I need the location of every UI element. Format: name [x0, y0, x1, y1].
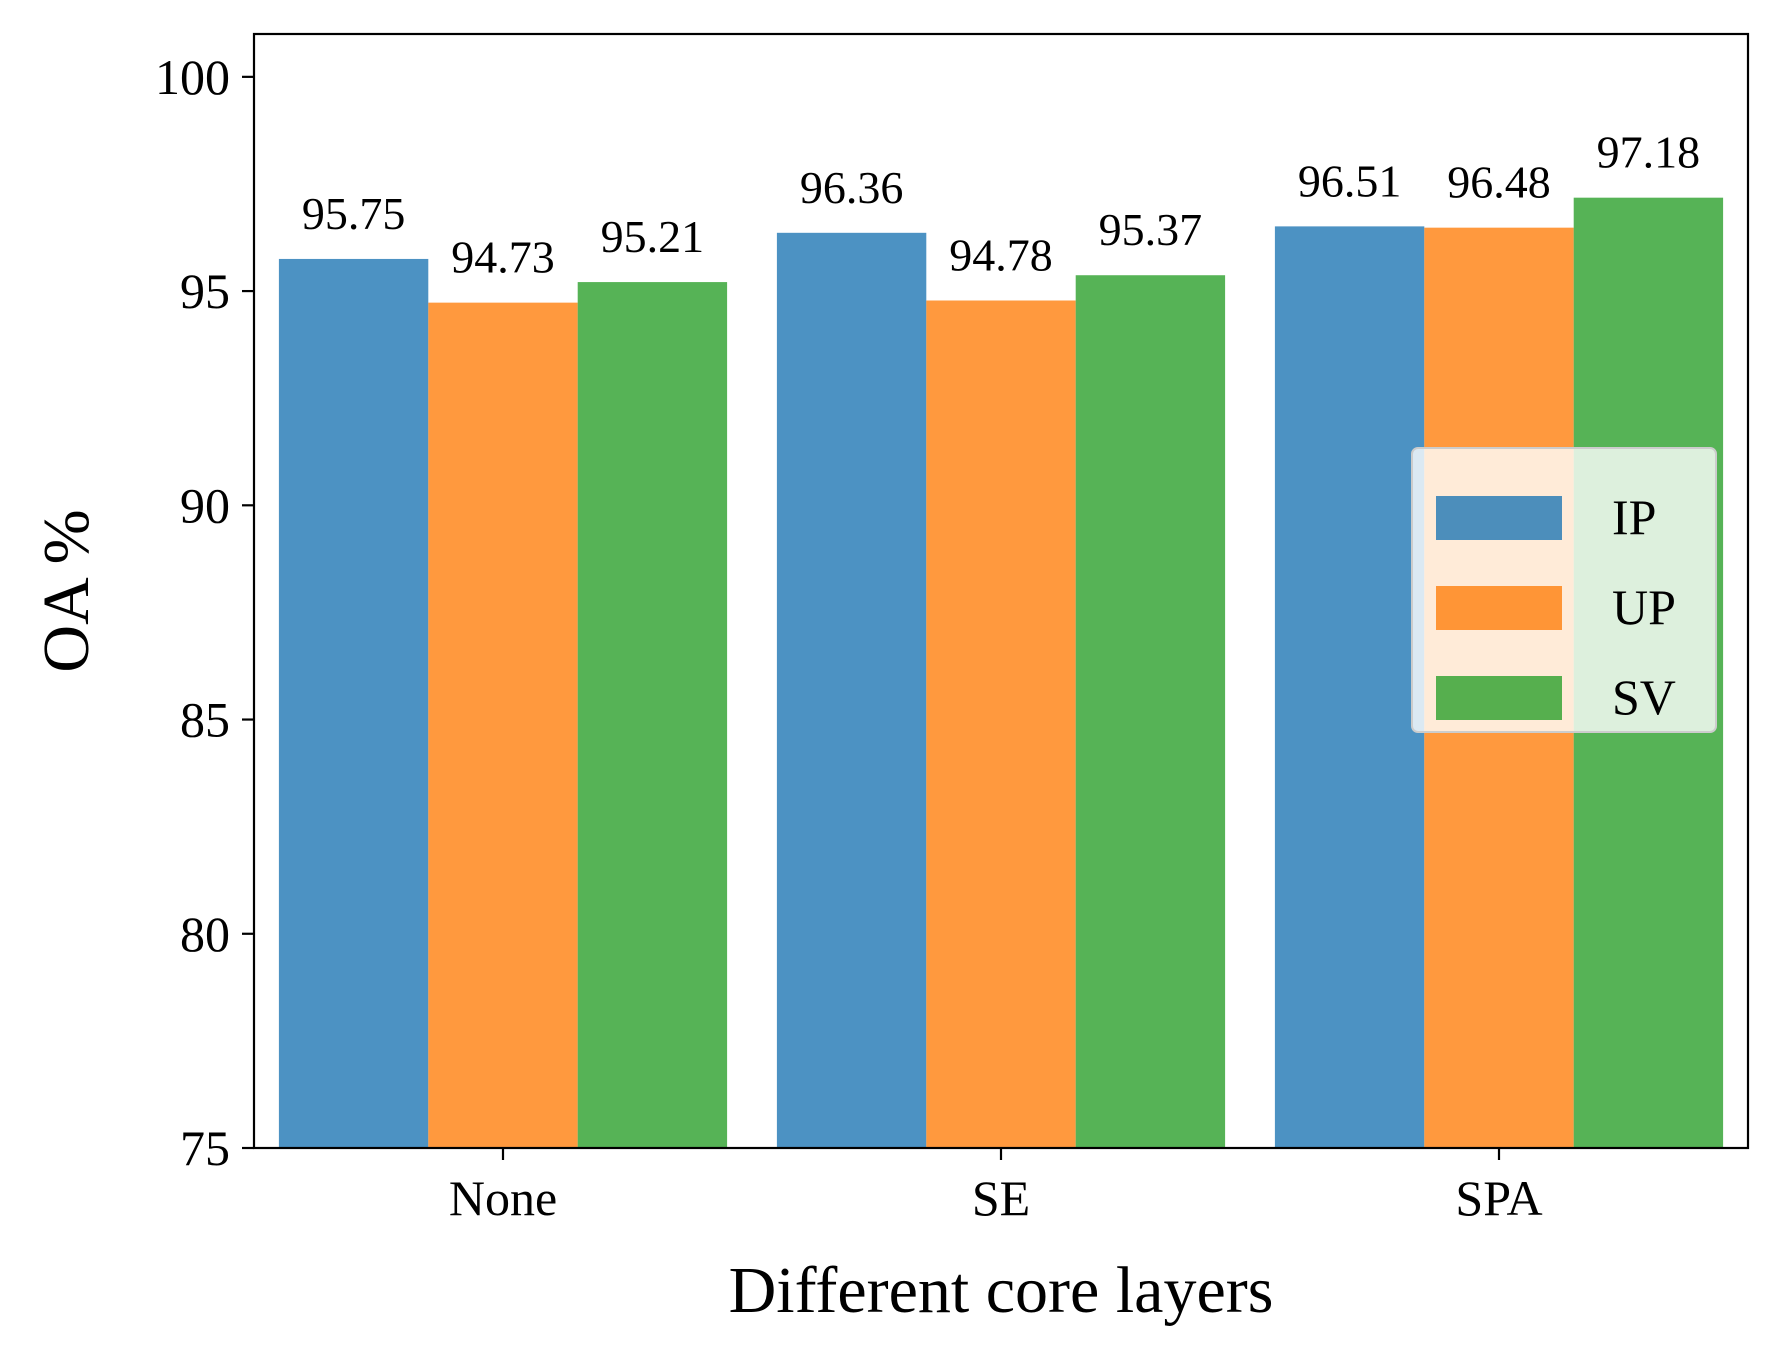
legend-swatch-ip [1436, 496, 1562, 540]
data-label-ip-spa: 96.51 [1298, 155, 1402, 206]
x-axis: None SE SPA [449, 1148, 1543, 1226]
data-label-sv-none: 95.21 [601, 211, 705, 262]
y-tick-label: 90 [180, 477, 230, 533]
y-tick-label: 95 [180, 263, 230, 319]
data-label-up-se: 94.78 [949, 230, 1053, 281]
bar-sv-se [1075, 275, 1226, 1148]
x-axis-title: Different core layers [729, 1254, 1274, 1327]
y-axis: 75 80 85 90 95 100 [155, 49, 254, 1176]
legend-items: IP UP SV [1436, 489, 1676, 725]
bar-up-none [428, 302, 578, 1148]
data-labels-layer: 95.75 96.36 96.51 94.73 94.78 96.48 95.21 95.37… [302, 127, 1700, 283]
data-label-up-spa: 96.48 [1447, 157, 1551, 208]
y-tick-label: 80 [180, 906, 230, 962]
bar-ip-spa [1274, 226, 1425, 1149]
bar-sv-none [577, 282, 728, 1148]
bar-ip-se [776, 232, 927, 1148]
data-label-sv-spa: 97.18 [1597, 127, 1701, 178]
legend-swatch-up [1436, 586, 1562, 630]
data-label-ip-se: 96.36 [800, 162, 904, 213]
y-tick-label: 75 [180, 1120, 230, 1176]
data-label-up-none: 94.73 [451, 232, 555, 283]
x-tick-label: SE [972, 1170, 1030, 1226]
legend: IP UP SV [1411, 447, 1717, 733]
x-tick-label: SPA [1455, 1170, 1542, 1226]
x-tick-label: None [449, 1170, 557, 1226]
data-label-ip-none: 95.75 [302, 188, 406, 239]
y-axis-title: OA % [30, 509, 103, 672]
legend-label-up: UP [1612, 579, 1676, 635]
legend-swatch-sv [1436, 676, 1562, 720]
legend-label-sv: SV [1612, 669, 1676, 725]
bar-up-se [926, 300, 1076, 1149]
legend-label-ip: IP [1612, 489, 1656, 545]
bar-ip-none [278, 258, 429, 1148]
y-tick-label: 100 [155, 49, 230, 105]
y-tick-label: 85 [180, 692, 230, 748]
data-label-sv-se: 95.37 [1099, 204, 1203, 255]
